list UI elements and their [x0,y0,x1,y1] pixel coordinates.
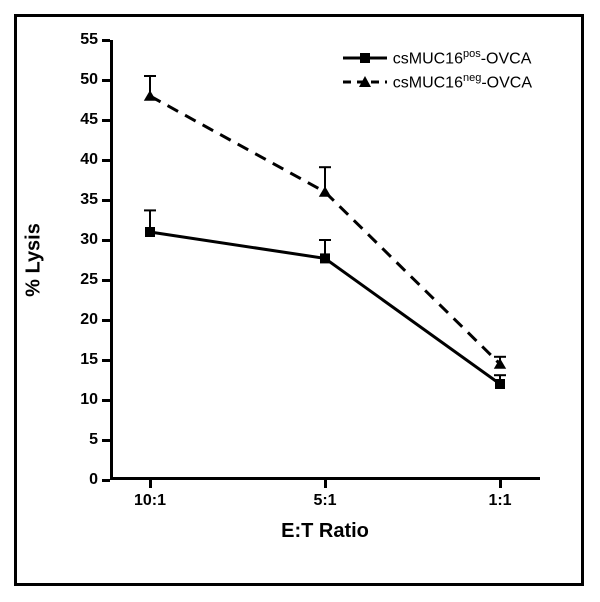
y-tick [102,359,110,362]
legend-label-pos: csMUC16pos-OVCA [393,48,532,68]
legend: csMUC16pos-OVCA csMUC16neg-OVCA [343,46,532,94]
y-tick [102,199,110,202]
y-tick-label: 40 [58,151,98,169]
y-tick-label: 5 [58,431,98,449]
plot-area: csMUC16pos-OVCA csMUC16neg-OVCA [110,40,540,480]
y-tick [102,319,110,322]
marker-pos [495,379,505,389]
y-tick-label: 45 [58,111,98,129]
legend-item-neg: csMUC16neg-OVCA [343,70,532,94]
y-tick-labels: 0510152025303540455055 [40,40,98,480]
x-tick-label: 5:1 [313,492,336,510]
legend-label-neg: csMUC16neg-OVCA [393,72,532,92]
x-tick [499,480,502,488]
legend-swatch-neg [343,72,387,92]
y-tick-label: 15 [58,351,98,369]
marker-neg [319,186,331,196]
y-tick-label: 30 [58,231,98,249]
y-tick [102,239,110,242]
y-tick [102,439,110,442]
y-tick [102,159,110,162]
y-tick-label: 20 [58,311,98,329]
marker-pos [320,253,330,263]
legend-swatch-pos [343,48,387,68]
y-tick-label: 55 [58,31,98,49]
x-tick-labels: 10:1 5:1 1:1 [110,492,540,516]
chart-svg [110,40,540,480]
x-tick [149,480,152,488]
x-axis-label: E:T Ratio [281,520,369,543]
marker-neg [144,90,156,100]
y-tick-label: 50 [58,71,98,89]
x-tick-label: 10:1 [134,492,166,510]
y-tick-label: 25 [58,271,98,289]
y-tick-label: 10 [58,391,98,409]
series-line-neg [150,96,500,364]
y-tick [102,279,110,282]
y-tick-label: 35 [58,191,98,209]
y-tick-label: 0 [58,471,98,489]
marker-neg [494,358,506,368]
y-tick [102,399,110,402]
y-tick [102,119,110,122]
y-tick [102,79,110,82]
x-tick-label: 1:1 [488,492,511,510]
marker-pos [145,227,155,237]
y-tick [102,39,110,42]
y-tick [102,479,110,482]
legend-item-pos: csMUC16pos-OVCA [343,46,532,70]
chart-container: % Lysis E:T Ratio 0510152025303540455055… [40,30,580,570]
x-tick [324,480,327,488]
